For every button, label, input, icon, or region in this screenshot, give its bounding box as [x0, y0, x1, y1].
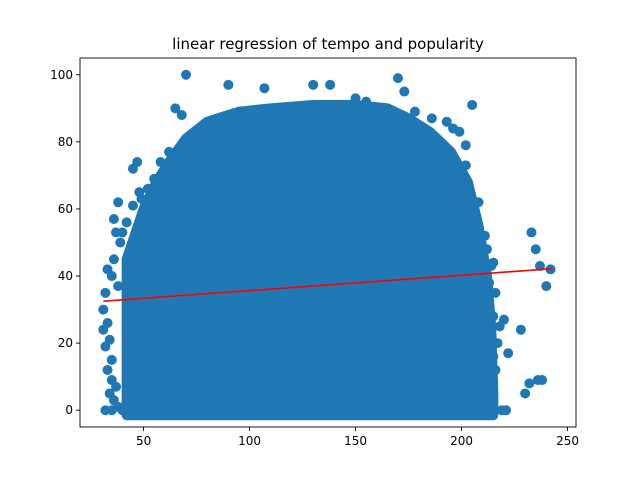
x-axis: 50 100 150 200 250	[136, 427, 579, 448]
scatter-point	[484, 385, 495, 396]
scatter-point	[486, 375, 497, 386]
y-axis: 0 20 40 60 80 100	[50, 68, 80, 417]
scatter-point	[180, 69, 191, 80]
scatter-point	[223, 79, 234, 90]
scatter-point	[490, 364, 501, 375]
scatter-point	[98, 324, 109, 335]
scatter-point	[467, 99, 478, 110]
plot-area	[98, 69, 556, 421]
scatter-point	[484, 277, 495, 288]
scatter-point	[170, 103, 181, 114]
scatter-point	[534, 260, 545, 271]
scatter-point	[526, 227, 537, 238]
scatter-point	[108, 254, 119, 265]
scatter-point	[460, 160, 471, 171]
scatter-point	[530, 244, 541, 255]
scatter-point	[106, 354, 117, 365]
scatter-point	[127, 163, 138, 174]
scatter-point	[111, 227, 122, 238]
scatter-point	[155, 156, 166, 167]
scatter-point	[520, 388, 531, 399]
scatter-point	[164, 146, 175, 157]
scatter-point	[136, 193, 147, 204]
y-tick-label: 20	[58, 336, 73, 350]
y-tick-label: 40	[58, 269, 73, 283]
scatter-point	[142, 183, 153, 194]
scatter-point	[541, 281, 552, 292]
scatter-point	[477, 405, 488, 416]
scatter-point	[501, 405, 512, 416]
y-tick-label: 60	[58, 202, 73, 216]
x-tick-label: 150	[344, 434, 367, 448]
scatter-point	[113, 197, 124, 208]
scatter-point	[490, 287, 501, 298]
scatter-point	[469, 210, 480, 221]
scatter-point	[108, 214, 119, 225]
scatter-point	[492, 338, 503, 349]
scatter-point	[100, 287, 111, 298]
scatter-point	[537, 375, 548, 386]
scatter-point	[100, 341, 111, 352]
scatter-point	[98, 304, 109, 315]
scatter-point	[488, 257, 499, 268]
scatter-point	[325, 79, 336, 90]
scatter-point	[102, 364, 113, 375]
scatter-point	[149, 173, 160, 184]
scatter-point	[176, 110, 187, 121]
scatter-point	[142, 405, 153, 416]
scatter-point	[113, 281, 124, 292]
scatter-point	[460, 140, 471, 151]
scatter-point	[503, 348, 514, 359]
scatter-point	[127, 200, 138, 211]
scatter-point	[488, 311, 499, 322]
scatter-point	[399, 86, 410, 97]
scatter-point	[259, 83, 270, 94]
scatter-point	[524, 378, 535, 389]
scatter-points	[98, 69, 556, 416]
scatter-point	[350, 93, 361, 104]
scatter-point	[117, 405, 128, 416]
scatter-point	[475, 254, 486, 265]
y-tick-label: 80	[58, 135, 73, 149]
scatter-point	[111, 381, 122, 392]
scatter-point	[121, 217, 132, 228]
scatter-point	[130, 405, 141, 416]
scatter-point	[479, 230, 490, 241]
y-tick-label: 0	[65, 403, 73, 417]
scatter-point	[488, 351, 499, 362]
scatter-point	[515, 324, 526, 335]
scatter-point	[409, 106, 420, 117]
scatter-point	[473, 197, 484, 208]
dense-point-cloud	[121, 99, 499, 421]
chart-title: linear regression of tempo and popularit…	[172, 35, 484, 53]
x-tick-label: 250	[556, 434, 579, 448]
scatter-point	[361, 96, 372, 107]
regression-line	[103, 267, 553, 303]
scatter-point	[426, 113, 437, 124]
scatter-point	[498, 314, 509, 325]
scatter-point	[106, 405, 117, 416]
scatter-point	[441, 116, 452, 127]
scatter-point	[115, 237, 126, 248]
x-tick-label: 100	[238, 434, 261, 448]
scatter-point	[308, 79, 319, 90]
scatter-point	[454, 126, 465, 137]
scatter-point	[481, 244, 492, 255]
plot-frame	[79, 57, 577, 428]
scatter-point	[159, 167, 170, 178]
scatter-point	[106, 271, 117, 282]
x-tick-label: 200	[450, 434, 473, 448]
x-tick-label: 50	[136, 434, 151, 448]
y-tick-label: 100	[50, 68, 73, 82]
scatter-point	[456, 170, 467, 181]
scatter-point	[465, 187, 476, 198]
scatter-point	[488, 405, 499, 416]
scatter-point	[392, 73, 403, 84]
